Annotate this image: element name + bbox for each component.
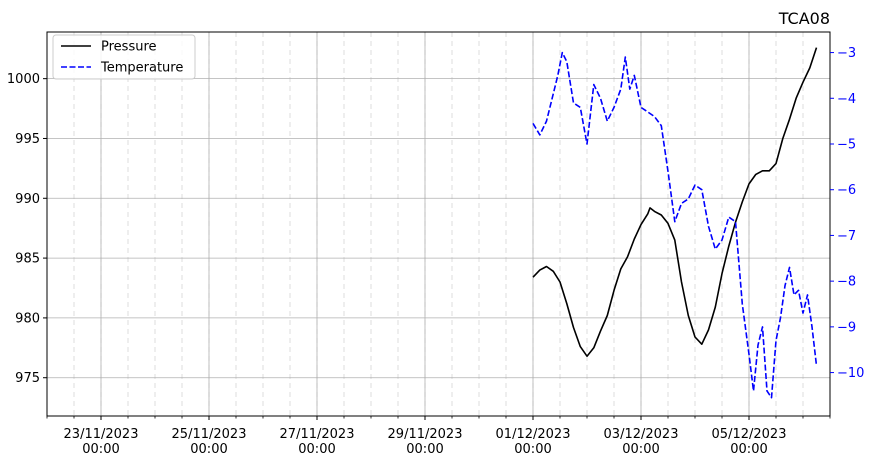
legend-label-pressure: Pressure bbox=[101, 40, 157, 55]
x-tick-label: 23/11/2023 bbox=[64, 427, 139, 442]
x-tick-label: 00:00 bbox=[514, 442, 551, 457]
chart-title: TCA08 bbox=[778, 9, 830, 28]
x-tick-label: 01/12/2023 bbox=[496, 427, 571, 442]
y-left-tick-label: 985 bbox=[15, 252, 40, 267]
x-tick-label: 00:00 bbox=[190, 442, 227, 457]
y-right-tick-label: −6 bbox=[837, 183, 856, 198]
y-right-tick-label: −5 bbox=[837, 138, 856, 153]
x-tick-label: 05/12/2023 bbox=[712, 427, 787, 442]
x-axis: 23/11/202300:0025/11/202300:0027/11/2023… bbox=[46, 416, 831, 457]
y-axis-right: −10 −9 −8 −7 −6 −5 −4 −3 bbox=[830, 46, 864, 381]
x-tick-label: 00:00 bbox=[82, 442, 119, 457]
y-left-tick-label: 990 bbox=[15, 192, 40, 207]
y-right-tick-label: −8 bbox=[837, 275, 856, 290]
x-tick-label: 00:00 bbox=[406, 442, 443, 457]
grid bbox=[46, 32, 831, 416]
y-right-tick-label: −3 bbox=[837, 46, 856, 61]
x-tick-label: 00:00 bbox=[298, 442, 335, 457]
x-tick-label: 25/11/2023 bbox=[172, 427, 247, 442]
y-right-tick-label: −9 bbox=[837, 320, 856, 335]
y-right-tick-label: −4 bbox=[837, 92, 856, 107]
legend: Pressure Temperature bbox=[52, 34, 196, 80]
y-left-tick-label: 995 bbox=[15, 132, 40, 147]
x-tick-label: 00:00 bbox=[622, 442, 659, 457]
series-line-pressure bbox=[532, 47, 818, 358]
x-tick-label: 03/12/2023 bbox=[604, 427, 679, 442]
legend-label-temperature: Temperature bbox=[100, 61, 183, 76]
x-tick-label: 29/11/2023 bbox=[388, 427, 463, 442]
series-line-temperature bbox=[532, 51, 818, 399]
plot-frame bbox=[46, 31, 831, 417]
y-right-tick-label: −10 bbox=[837, 366, 864, 381]
y-left-tick-label: 975 bbox=[15, 371, 40, 386]
x-tick-label: 27/11/2023 bbox=[280, 427, 355, 442]
y-left-tick-label: 1000 bbox=[7, 72, 40, 87]
y-left-tick-label: 980 bbox=[15, 311, 40, 326]
series-layer bbox=[532, 47, 818, 399]
y-axis-left: 975 980 985 990 995 1000 bbox=[7, 72, 47, 386]
x-tick-label: 00:00 bbox=[730, 442, 767, 457]
y-right-tick-label: −7 bbox=[837, 229, 856, 244]
